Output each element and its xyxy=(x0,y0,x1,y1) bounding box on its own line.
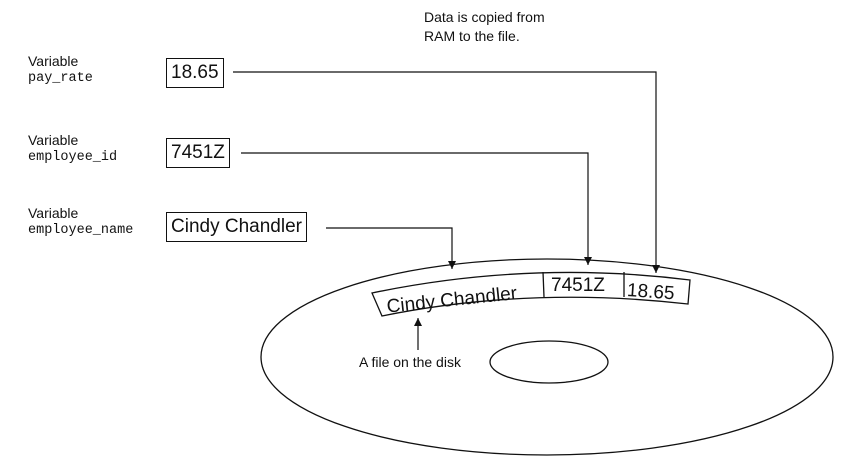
variable-label: Variable xyxy=(28,132,79,148)
variable-pay-rate: Variable pay_rate xyxy=(28,53,93,87)
disk-center-hole xyxy=(489,340,609,384)
file-record-outline xyxy=(371,271,691,317)
variable-name-pay-rate: pay_rate xyxy=(28,71,93,86)
variable-name-employee-id: employee_id xyxy=(28,150,118,165)
variable-name-employee-name: employee_name xyxy=(28,223,134,238)
value-box-employee-id: 7451Z xyxy=(166,138,230,168)
value-box-pay-rate: 18.65 xyxy=(166,58,224,88)
copy-caption-line-2: RAM to the file. xyxy=(424,28,520,44)
arrow-employee-name-to-file xyxy=(326,227,456,269)
disk-outer-ellipse xyxy=(260,258,834,456)
arrow-pay-rate-to-file xyxy=(233,71,660,273)
value-box-employee-name: Cindy Chandler xyxy=(166,212,307,242)
disk-file-label: A file on the disk xyxy=(359,354,461,370)
file-field-employee-id: 7451Z xyxy=(551,275,605,296)
variable-label: Variable xyxy=(28,53,79,69)
variable-label: Variable xyxy=(28,205,79,221)
copy-caption-line-1: Data is copied from xyxy=(424,9,545,25)
file-field-pay-rate: 18.65 xyxy=(626,280,675,304)
variable-employee-name: Variable employee_name xyxy=(28,205,133,239)
file-record-divider-1 xyxy=(542,271,545,298)
copy-caption: Data is copied from RAM to the file. xyxy=(424,8,545,46)
file-record: Cindy Chandler 7451Z 18.65 xyxy=(371,271,691,318)
variable-employee-id: Variable employee_id xyxy=(28,132,117,166)
arrow-employee-id-to-file xyxy=(241,152,592,265)
